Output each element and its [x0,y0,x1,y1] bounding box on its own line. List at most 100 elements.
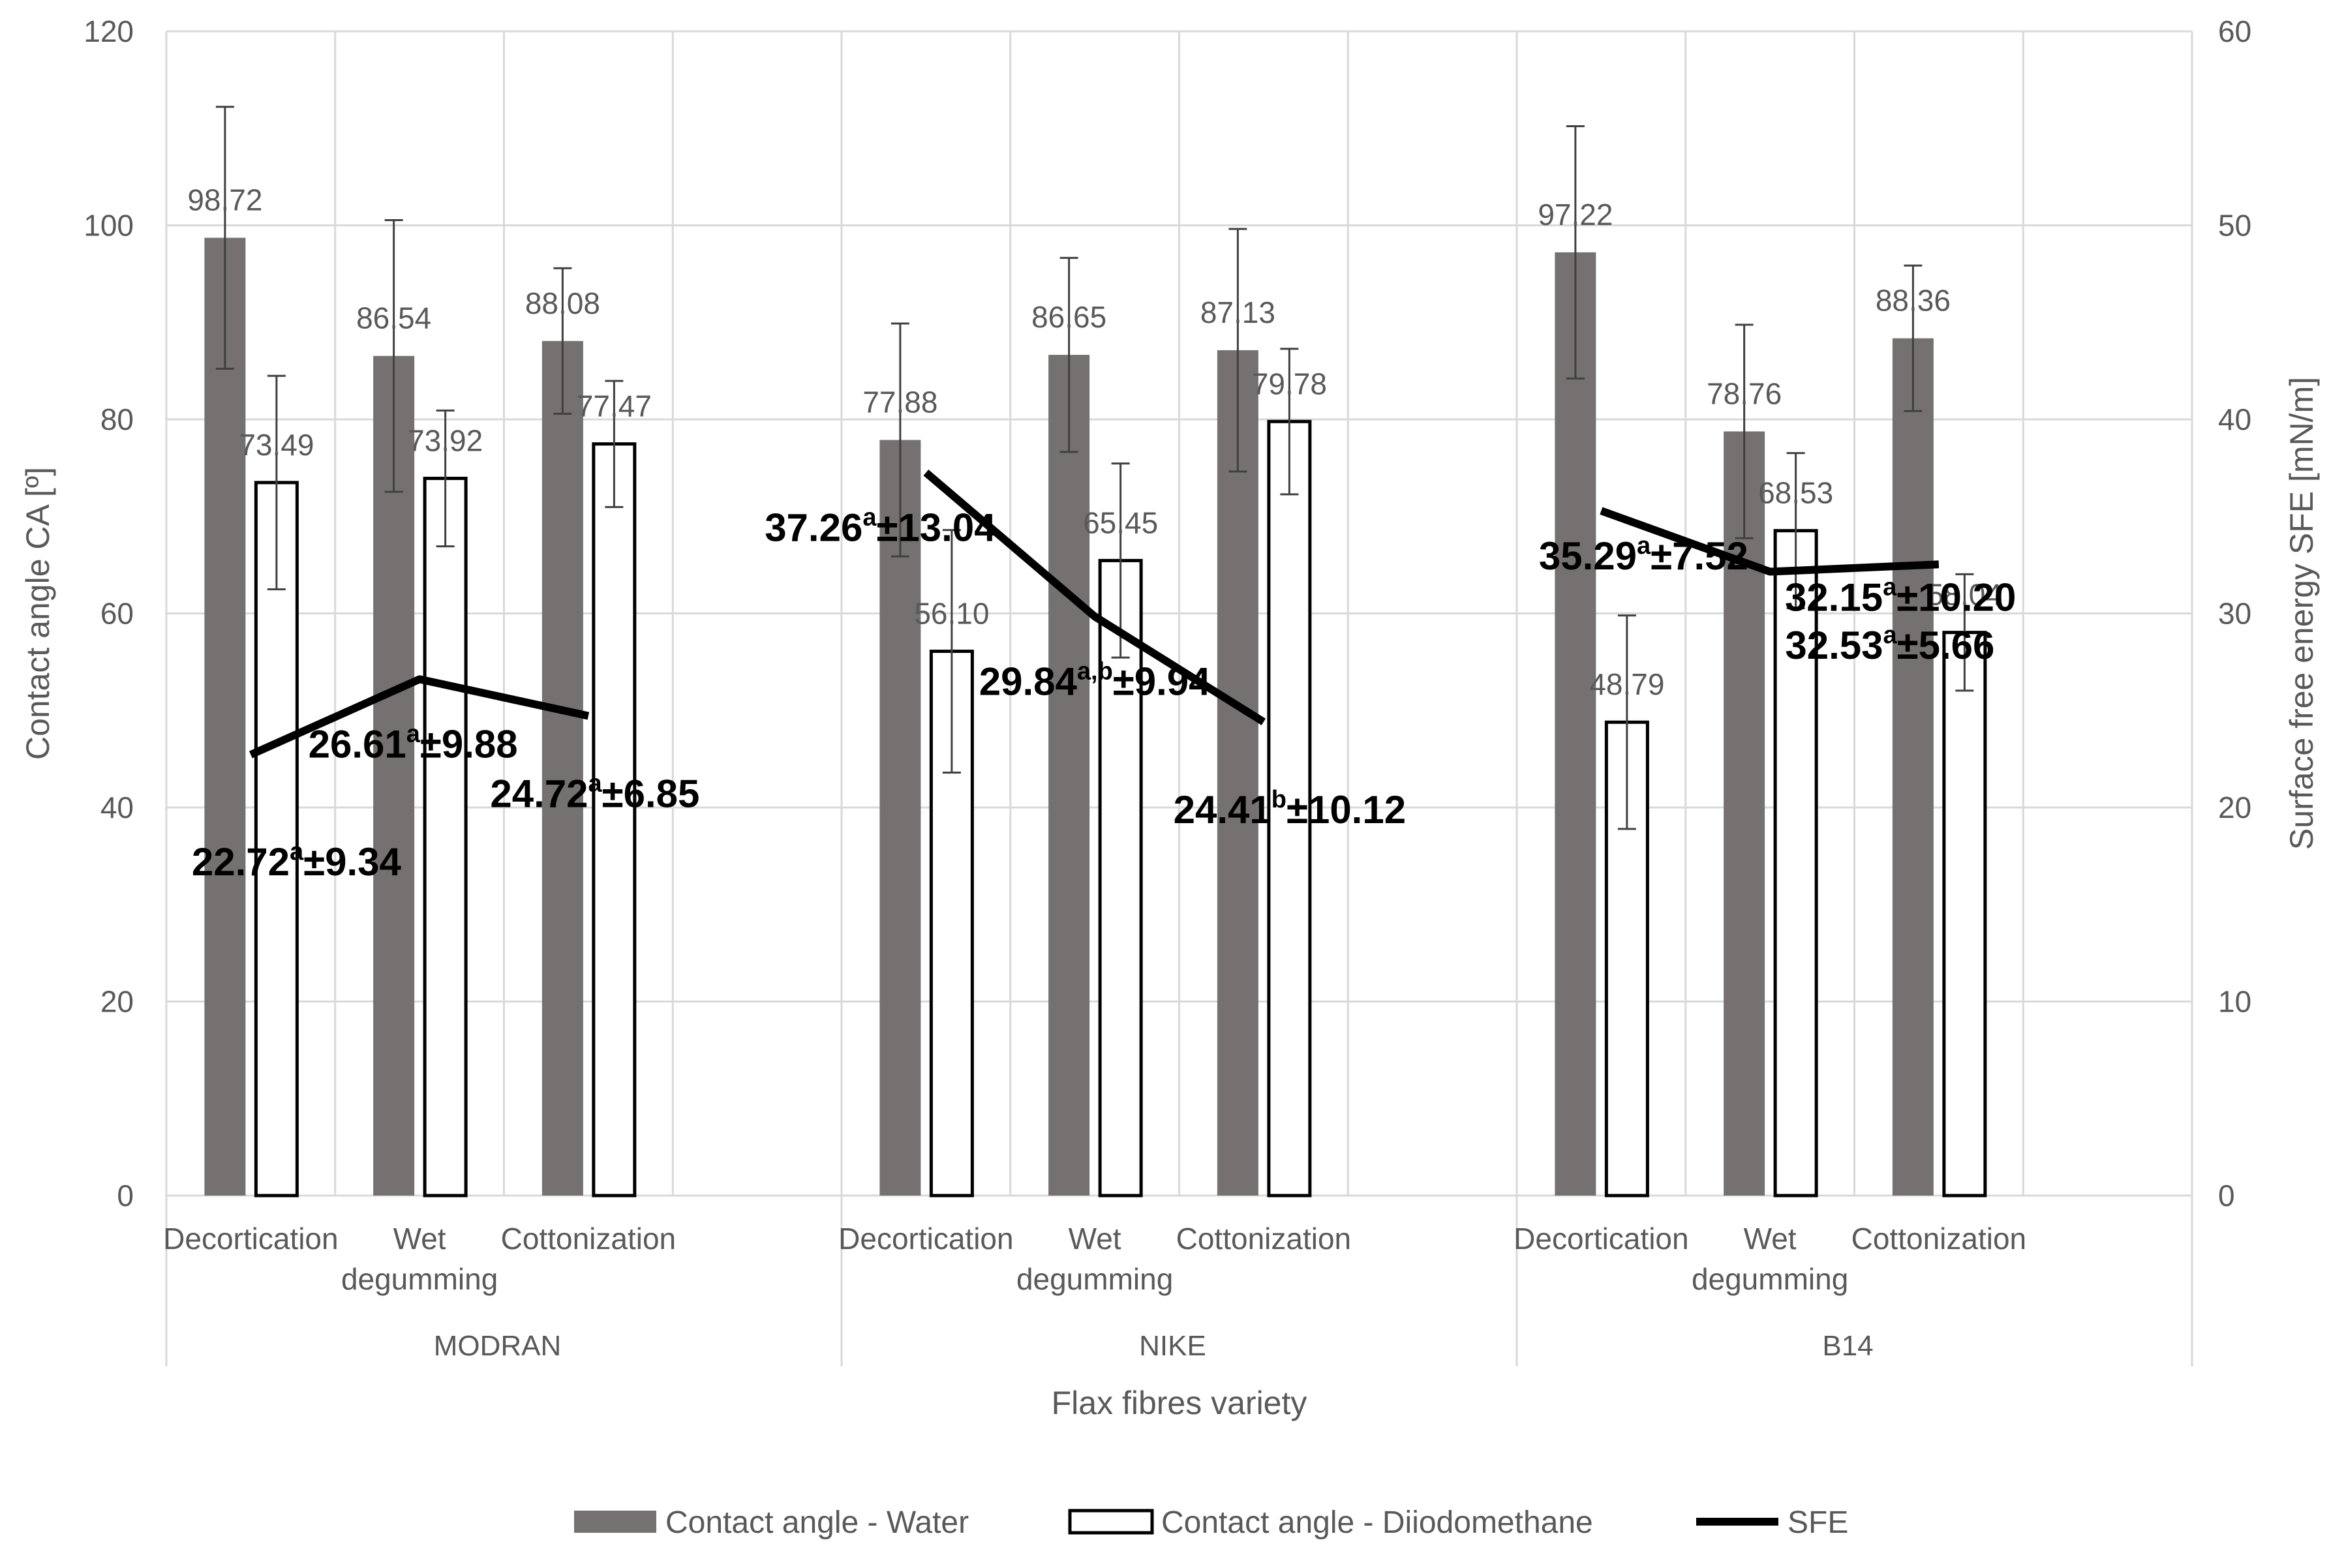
errorbar-diiodomethane [267,374,286,590]
sfe-superscript: a,b [1077,657,1113,685]
y2-tick-label: 60 [2218,14,2251,48]
bar-water [879,440,921,1196]
y-tick-label: 100 [84,209,134,243]
sfe-error: ±6.85 [602,772,700,816]
sfe-superscript: b [1271,786,1286,813]
data-label-water: 86.54 [356,301,431,335]
y2-tick-label: 40 [2218,402,2251,436]
x-tick-label: Cottonization [501,1222,677,1256]
data-label-diiodomethane: 56.10 [914,597,989,631]
sfe-superscript: a [1883,574,1897,601]
y-tick-label: 80 [100,402,134,436]
sfe-data-label: 35.29a±7.52 [1539,532,1748,578]
x-tick-label: degumming [1692,1262,1848,1296]
bars [204,237,1987,1198]
sfe-data-label: 24.72a±6.85 [490,770,699,816]
data-label-diiodomethane: 73.92 [408,423,483,457]
bar-water [541,340,583,1196]
data-label-diiodomethane: 79.78 [1252,367,1327,400]
sfe-superscript: a [290,838,304,866]
group-label: B14 [1822,1330,1873,1362]
y2-tick-label: 0 [2218,1179,2235,1213]
sfe-value: 35.29 [1539,534,1637,578]
value-labels: 98.72 73.49 86.54 73.92 88.08 77.47 77.88 56.10… [187,183,2002,702]
data-label-diiodomethane: 73.49 [239,428,314,462]
sfe-data-label: 22.72a±9.34 [192,838,402,884]
errorbar-diiodomethane [1617,614,1636,830]
y2-tick-label: 50 [2218,209,2251,243]
errorbar-water [890,322,909,558]
sfe-line-nike [923,469,1266,725]
sfe-value: 22.72 [192,840,290,884]
bar-diiodomethane [1942,631,1987,1198]
bar-diiodomethane [592,442,637,1198]
group-label: NIKE [1139,1330,1206,1362]
legend: Contact angle - Water Contact angle - Dii… [574,1505,1848,1540]
sfe-labels: 22.72a±9.3426.61a±9.8824.72a±6.8537.26a±… [192,504,2016,884]
data-label-water: 78.76 [1707,376,1782,410]
legend-label: SFE [1788,1505,1848,1540]
bar-diiodomethane [423,476,468,1198]
legend-item-diiodo: Contact angle - Diiodomethane [1068,1505,1593,1540]
x-tick-label: degumming [1016,1262,1173,1296]
bar-water [1892,338,1934,1196]
data-label-water: 86.65 [1031,300,1106,334]
x-tick-label: Decortication [1514,1222,1688,1256]
sfe-value: 24.72 [490,772,588,816]
errorbar-water [1904,264,1923,412]
sfe-error: ±9.34 [303,840,401,884]
sfe-superscript: a [406,720,421,747]
y-tick-label: 120 [84,14,134,48]
data-label-water: 98.72 [187,183,262,217]
sfe-value: 26.61 [309,722,406,766]
data-label-water: 87.13 [1200,295,1275,329]
bar-water [1217,350,1258,1196]
legend-item-sfe: SFE [1696,1505,1848,1540]
legend-swatch-diiodomethane [1068,1509,1154,1535]
error-bars [215,106,1974,830]
sfe-data-label: 26.61a±9.88 [309,720,518,766]
sfe-line-modran [249,675,590,759]
errorbar-water [1566,125,1585,380]
errorbar-diiodomethane [1280,348,1299,496]
sfe-error: ±5.66 [1897,624,1995,667]
y-tick-label: 60 [100,597,134,631]
bar-diiodomethane [1773,529,1818,1198]
y-tick-label: 0 [117,1179,134,1213]
y-axis-title: Contact angle CA [º] [20,467,56,760]
sfe-value: 24.41 [1174,788,1271,832]
errorbar-water [1735,324,1754,539]
sfe-series [249,469,1940,759]
x-tick-label: Wet [1069,1222,1121,1256]
data-label-water: 97.22 [1538,198,1613,232]
sfe-data-label: 32.53a±5.66 [1785,622,1994,667]
data-label-water: 88.36 [1876,284,1951,318]
sfe-data-label: 29.84a,b±9.94 [979,657,1211,703]
y2-tick-label: 10 [2218,985,2251,1019]
sfe-error: ±13.04 [876,506,996,550]
errorbar-diiodomethane [942,529,961,774]
sfe-error: ±9.94 [1113,659,1211,703]
data-label-diiodomethane: 58.04 [1927,578,2002,612]
sfe-superscript: a [1883,622,1898,649]
x-tick-label: Cottonization [1851,1222,2027,1256]
bar-diiodomethane [1267,419,1312,1198]
sfe-data-label: 37.26a±13.04 [765,504,996,550]
x-tick-label: Decortication [838,1222,1013,1256]
sfe-value: 37.26 [765,506,862,550]
sfe-value: 32.15 [1785,576,1883,620]
sfe-error: ±10.20 [1896,576,2016,620]
errorbar-diiodomethane [1955,573,1974,692]
x-axis-title: Flax fibres variety [1052,1385,1307,1421]
data-label-water: 77.88 [862,385,937,419]
y-tick-label: 20 [100,985,134,1019]
data-label-water: 88.08 [525,286,600,320]
y2-tick-label: 20 [2218,791,2251,824]
legend-swatch-water [574,1511,656,1533]
errorbar-water [384,219,403,493]
data-label-diiodomethane: 68.53 [1758,476,1833,510]
bar-water [204,237,246,1196]
bar-water [1048,355,1090,1196]
